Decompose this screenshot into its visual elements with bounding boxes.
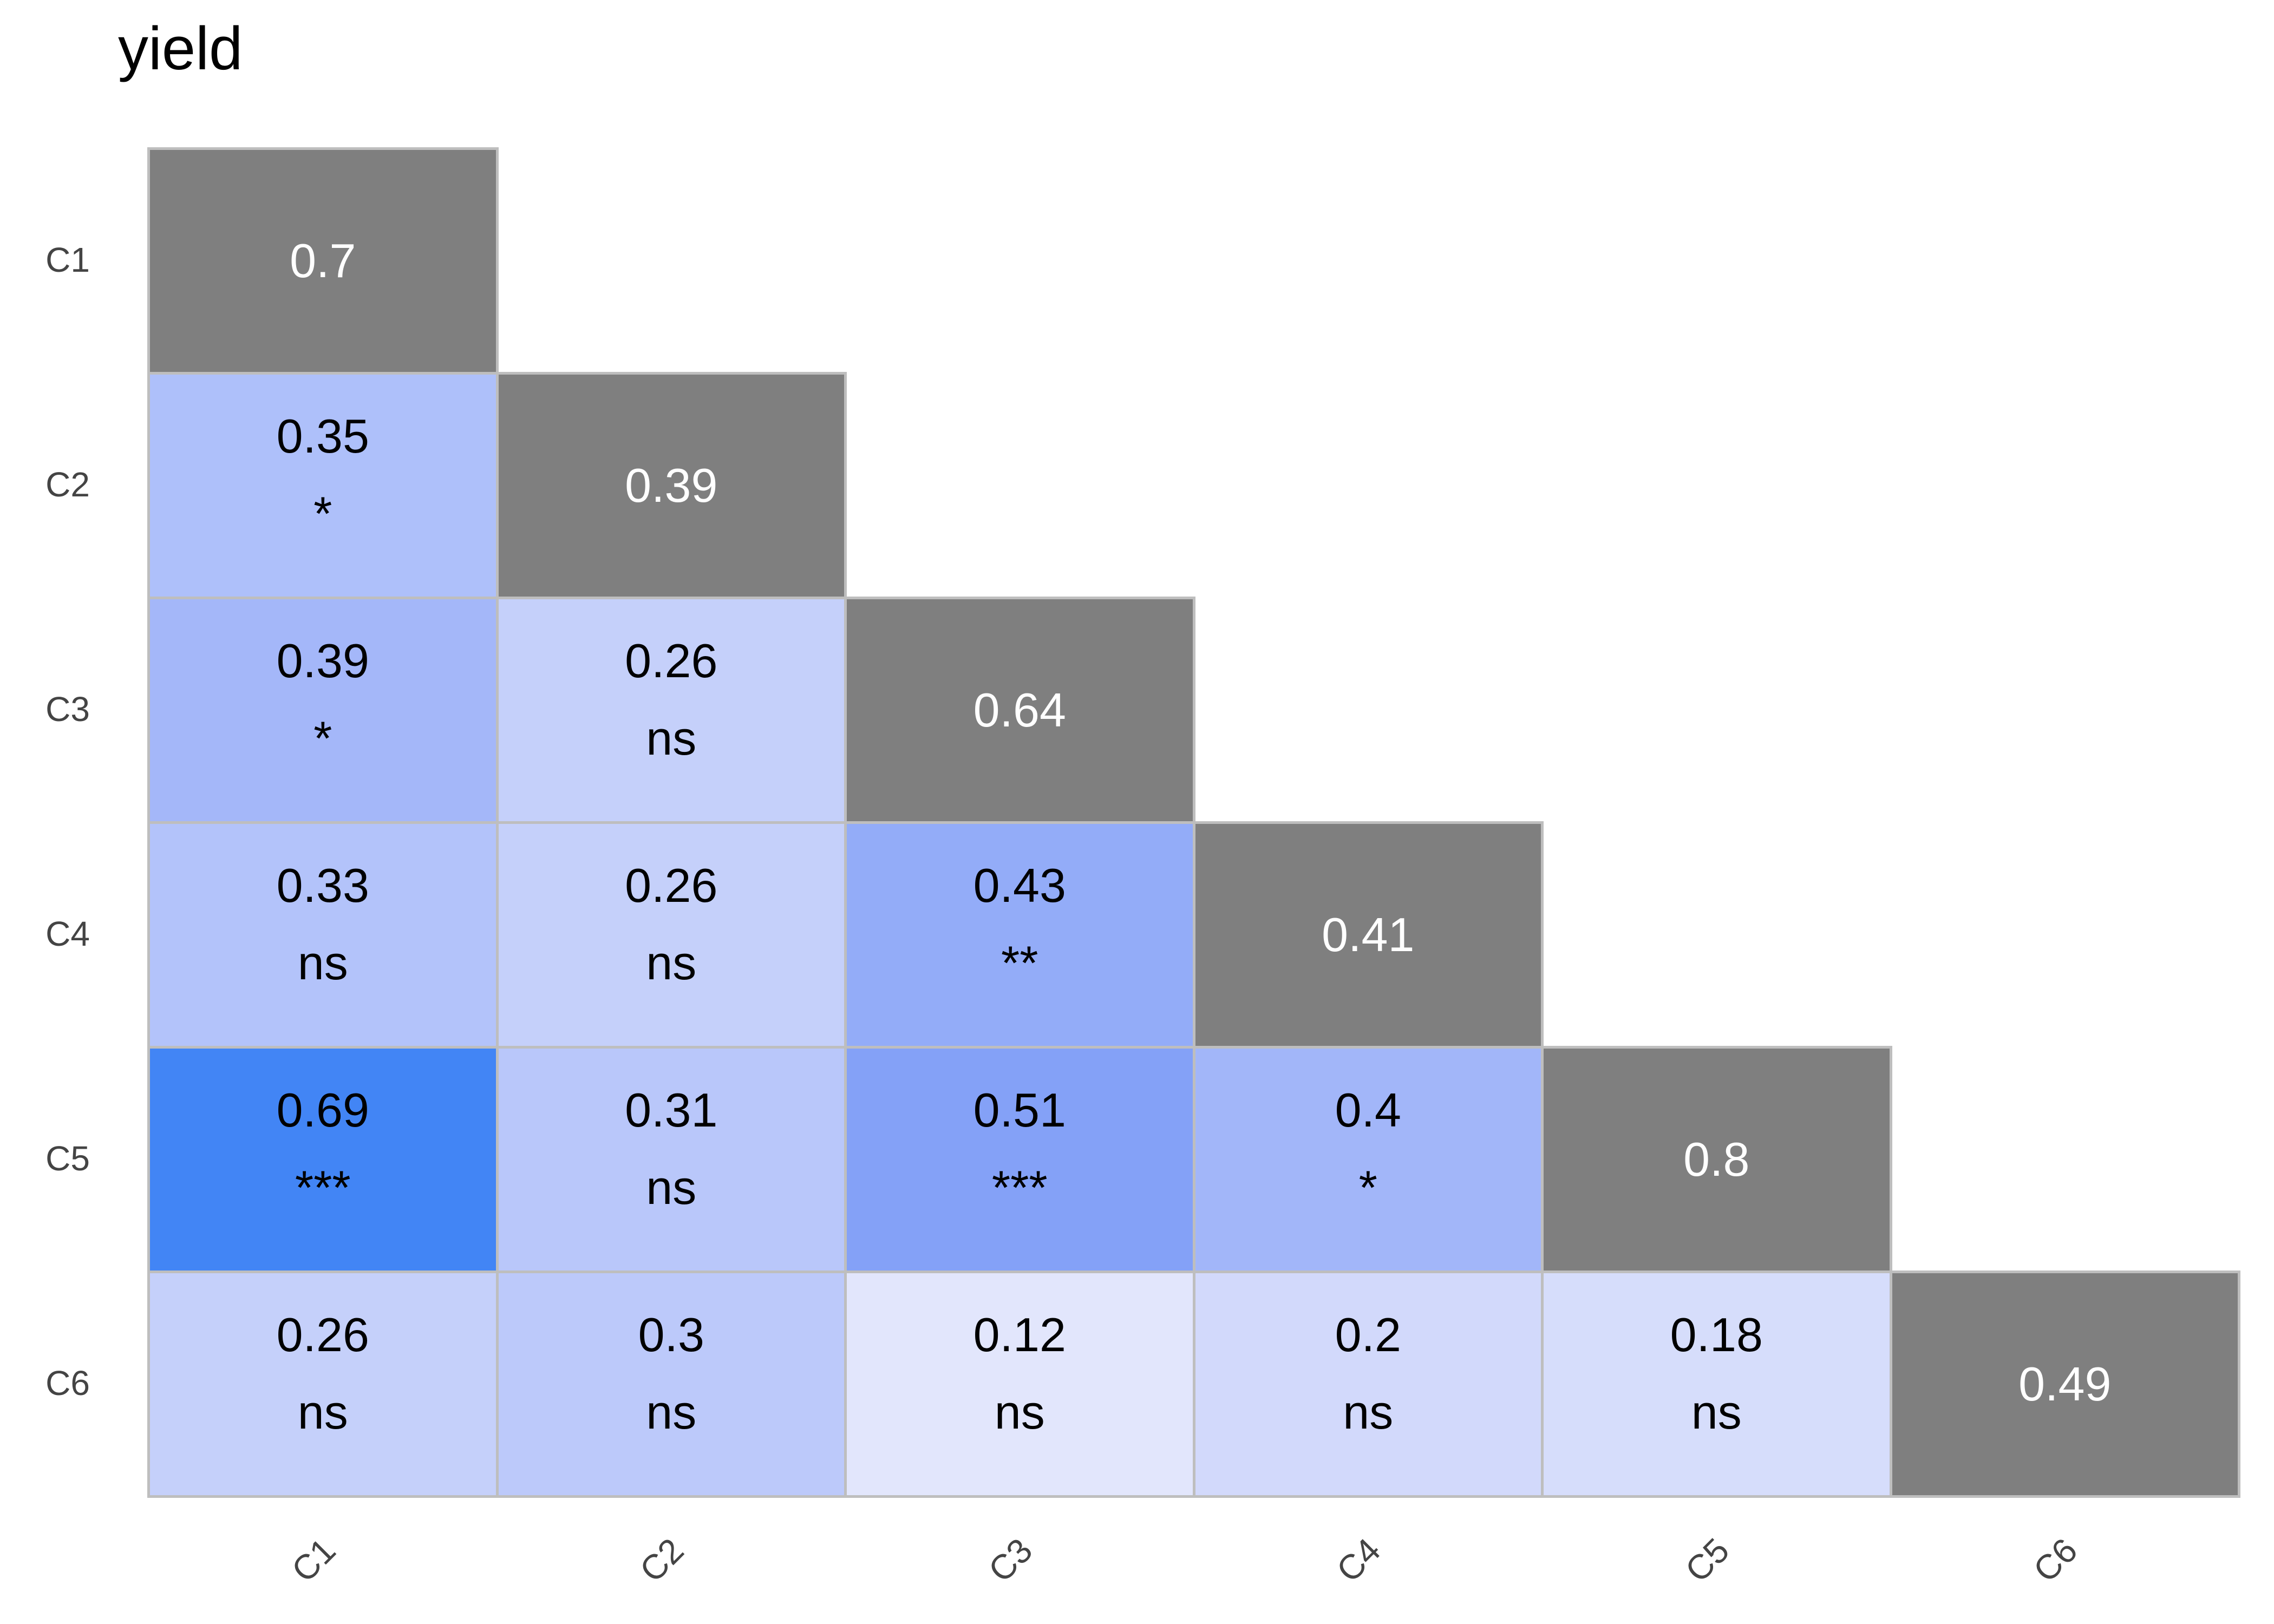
cell-significance: ns xyxy=(297,936,348,990)
cell-value: 0.26 xyxy=(625,858,718,912)
matrix-cell-C6-C4: 0.2 ns xyxy=(1192,1271,1544,1498)
cell-value: 0.18 xyxy=(1670,1307,1763,1361)
matrix-cell-C4-C2: 0.26 ns xyxy=(495,821,847,1049)
cell-value: 0.26 xyxy=(276,1307,369,1361)
cell-value: 0.51 xyxy=(973,1083,1066,1137)
y-axis-label-C4: C4 xyxy=(45,914,90,953)
cell-value: 0.12 xyxy=(973,1307,1066,1361)
cell-value: 0.39 xyxy=(625,459,718,512)
matrix-cell-C1-C1: 0.7 xyxy=(147,147,499,375)
cell-value: 0.4 xyxy=(1335,1083,1401,1137)
y-axis-label-C6: C6 xyxy=(45,1363,90,1403)
cell-significance: ** xyxy=(1001,936,1038,990)
matrix-cell-C3-C2: 0.26 ns xyxy=(495,597,847,824)
cell-significance: * xyxy=(313,487,332,541)
cell-value: 0.69 xyxy=(276,1083,369,1137)
matrix-cell-C6-C1: 0.26 ns xyxy=(147,1271,499,1498)
y-axis-label-C5: C5 xyxy=(45,1138,90,1178)
cell-significance: ns xyxy=(646,711,697,765)
matrix-cell-C6-C6: 0.49 xyxy=(1889,1271,2240,1498)
cell-value: 0.31 xyxy=(625,1083,718,1137)
matrix-cell-C3-C3: 0.64 xyxy=(844,597,1195,824)
cell-value: 0.3 xyxy=(638,1307,704,1361)
cell-value: 0.26 xyxy=(625,633,718,687)
matrix-cell-C5-C1: 0.69 *** xyxy=(147,1046,499,1273)
cell-significance: ns xyxy=(1691,1385,1742,1439)
matrix-cell-C2-C2: 0.39 xyxy=(495,372,847,599)
cell-significance: *** xyxy=(991,1161,1048,1215)
chart-title: yield xyxy=(118,15,243,82)
cell-significance: ns xyxy=(297,1385,348,1439)
matrix-cell-C5-C3: 0.51 *** xyxy=(844,1046,1195,1273)
cell-value: 0.49 xyxy=(2018,1357,2112,1411)
matrix-cell-C6-C3: 0.12 ns xyxy=(844,1271,1195,1498)
y-axis-label-C2: C2 xyxy=(45,464,90,504)
cell-value: 0.64 xyxy=(973,683,1066,737)
cell-value: 0.7 xyxy=(290,234,356,287)
cell-significance: ns xyxy=(646,936,697,990)
matrix-cell-C6-C5: 0.18 ns xyxy=(1541,1271,1892,1498)
y-axis-label-C3: C3 xyxy=(45,689,90,729)
cell-significance: * xyxy=(1358,1161,1377,1215)
matrix-cell-C6-C2: 0.3 ns xyxy=(495,1271,847,1498)
y-axis-label-C1: C1 xyxy=(45,240,90,279)
cell-value: 0.39 xyxy=(276,633,369,687)
cell-value: 0.41 xyxy=(1322,908,1415,961)
cell-value: 0.8 xyxy=(1683,1132,1750,1186)
cell-significance: * xyxy=(313,711,332,765)
cell-significance: ns xyxy=(646,1161,697,1215)
cell-value: 0.35 xyxy=(276,409,369,463)
matrix-cell-C2-C1: 0.35 * xyxy=(147,372,499,599)
cell-significance: ns xyxy=(994,1385,1045,1439)
cell-significance: ns xyxy=(646,1385,697,1439)
matrix-cell-C4-C1: 0.33 ns xyxy=(147,821,499,1049)
matrix-cell-C5-C5: 0.8 xyxy=(1541,1046,1892,1273)
matrix-cell-C5-C4: 0.4 * xyxy=(1192,1046,1544,1273)
matrix-cell-C4-C4: 0.41 xyxy=(1192,821,1544,1049)
cell-value: 0.33 xyxy=(276,858,369,912)
matrix-cell-C4-C3: 0.43 ** xyxy=(844,821,1195,1049)
matrix-cell-C3-C1: 0.39 * xyxy=(147,597,499,824)
matrix-cell-C5-C2: 0.31 ns xyxy=(495,1046,847,1273)
cell-significance: *** xyxy=(295,1161,351,1215)
cell-value: 0.43 xyxy=(973,858,1066,912)
cell-value: 0.2 xyxy=(1335,1307,1401,1361)
cell-significance: ns xyxy=(1343,1385,1394,1439)
